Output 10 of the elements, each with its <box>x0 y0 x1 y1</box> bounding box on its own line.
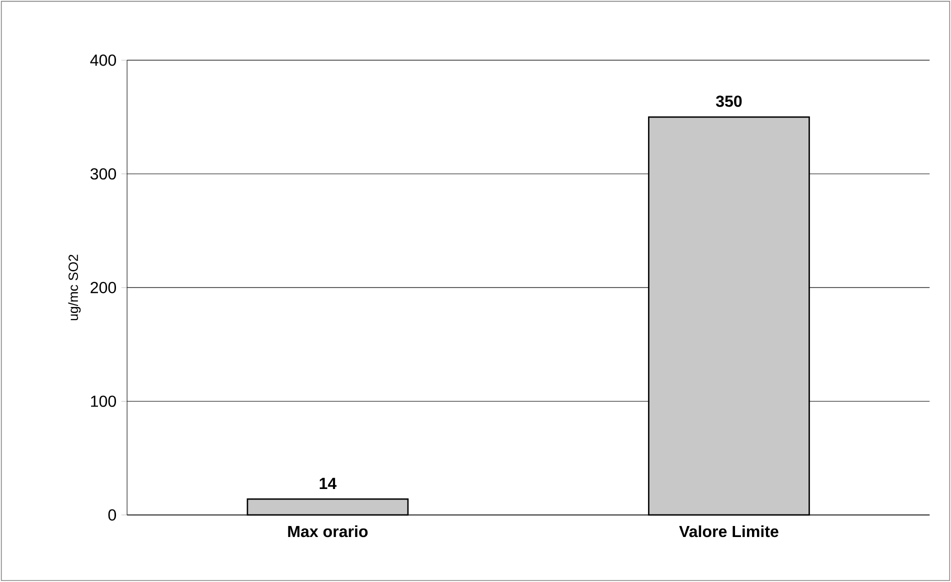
data-label: 350 <box>716 96 742 108</box>
y-tick-label: 300 <box>90 168 116 180</box>
y-tick-label: 100 <box>91 396 116 408</box>
data-label: 14 <box>320 478 337 490</box>
y-tick-label: 400 <box>90 54 116 66</box>
y-tick-label: 0 <box>108 509 116 521</box>
y-axis-title: ug/mc SO2 <box>68 254 81 320</box>
y-tick-label: 200 <box>90 282 116 294</box>
x-tick-label: Valore Limite <box>679 525 778 538</box>
x-tick-label: Max orario <box>288 525 368 538</box>
